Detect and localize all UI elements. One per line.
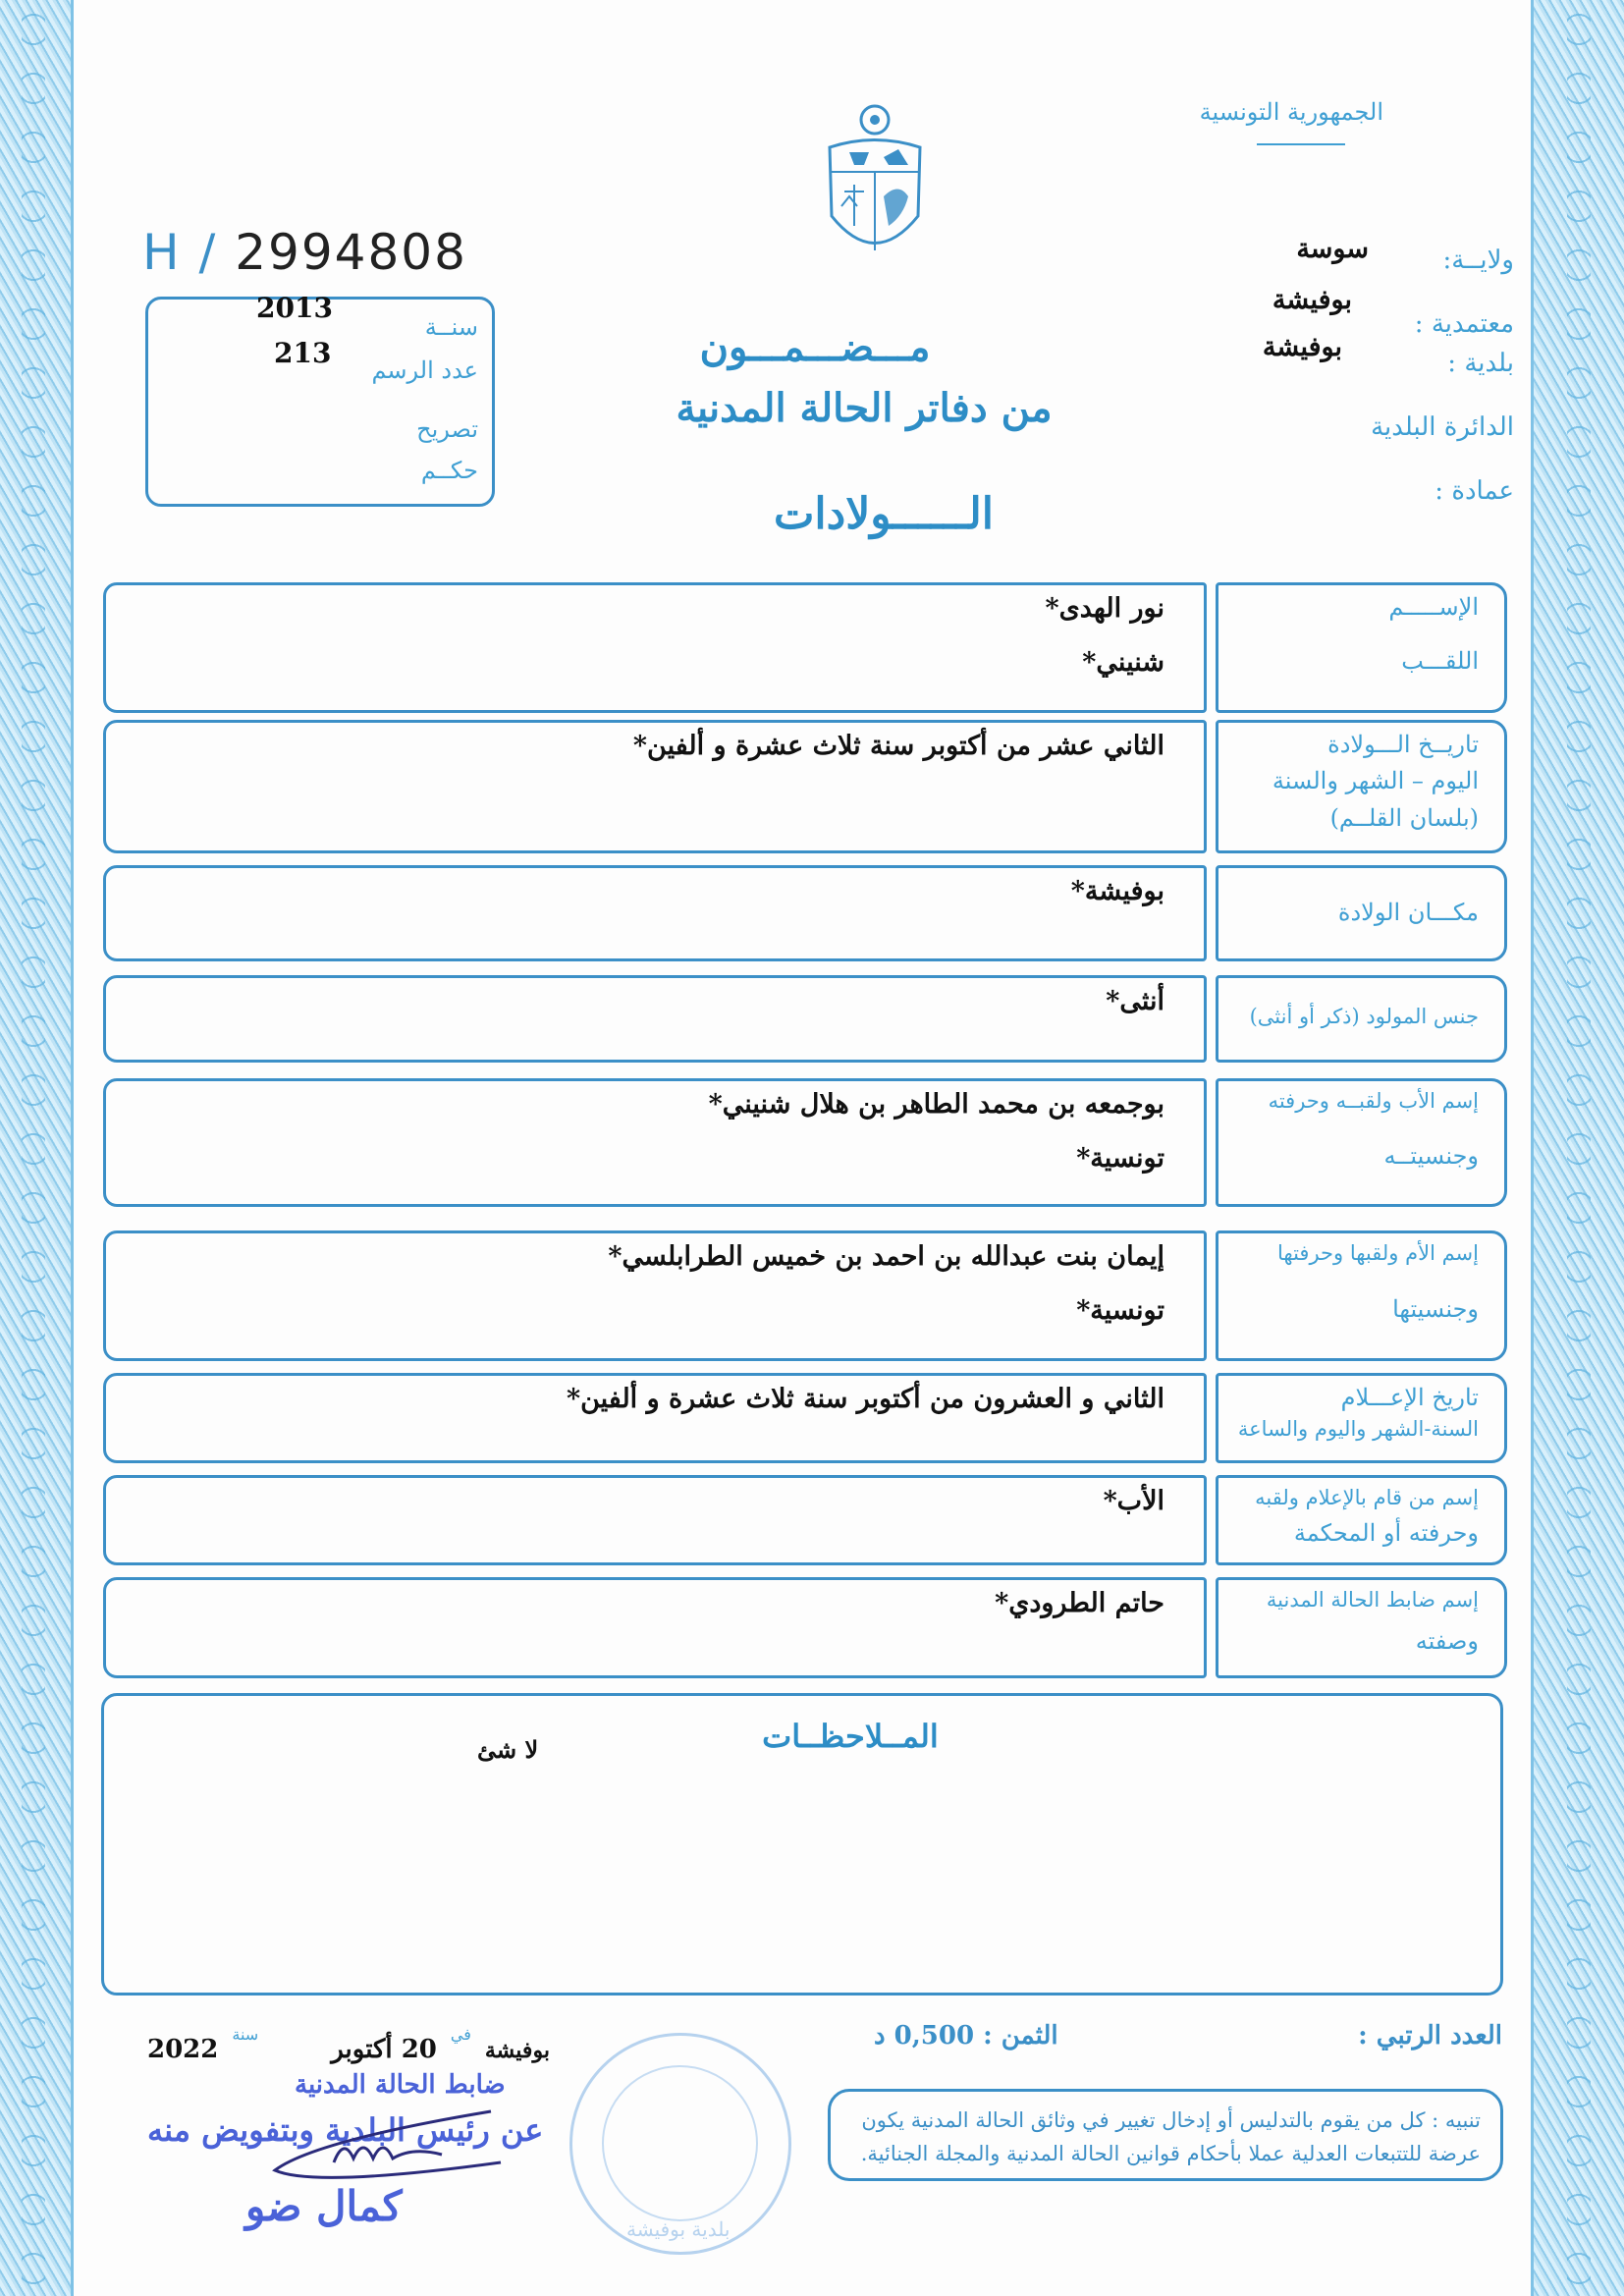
field-label: إسم ضابط الحالة المدنية	[1266, 1588, 1479, 1612]
field-label-box: تاريخ الإعـــلام السنة-الشهر واليوم والسا…	[1216, 1373, 1507, 1463]
signature	[272, 2109, 502, 2179]
seal-text: بلدية بوفيشة	[626, 2217, 731, 2241]
remarks-box: المــلاحظــات لا شئ	[101, 1693, 1503, 1995]
serial-number: 2994808	[235, 224, 467, 281]
field-value-box: حاتم الطرودي*	[103, 1577, 1207, 1678]
tunisia-emblem-icon	[828, 104, 922, 250]
year-label: سنة	[232, 2025, 259, 2044]
field-label: وجنسيتــه	[1383, 1141, 1480, 1170]
field-label-box: تاريــخ الـــولادة اليوم – الشهر والسنة (ب…	[1216, 720, 1507, 853]
omda-label: عمادة :	[1435, 476, 1514, 506]
year-label: سنــة	[424, 313, 478, 341]
field-label: تاريخ الإعـــلام	[1340, 1384, 1479, 1411]
district-label: الدائرة البلدية	[1371, 412, 1514, 442]
title-births: الــــــولادات	[773, 489, 995, 539]
field-value: الأب*	[1103, 1486, 1164, 1516]
field-value: إيمان بنت عبدالله بن احمد بن خميس الطراب…	[608, 1241, 1164, 1272]
field-value: بوفيشة*	[1070, 876, 1164, 906]
field-label: إسم الأب ولقبــه وحرفته	[1268, 1089, 1479, 1113]
price-value: 0,500 د	[874, 2021, 975, 2050]
field-label: جنس المولود (ذكر أو أنثى)	[1249, 1004, 1479, 1028]
field-label: اليوم – الشهر والسنة	[1272, 767, 1479, 795]
municipality-label: بلدية :	[1447, 349, 1514, 378]
remarks-value: لا شئ	[477, 1735, 539, 1764]
field-label: السنة-الشهر واليوم والساعة	[1237, 1417, 1479, 1441]
field-label: وحرفته أو المحكمة	[1293, 1519, 1479, 1547]
field-value-box: نور الهدى* شنيني*	[103, 582, 1207, 713]
title-register: من دفاتر الحالة المدنية	[676, 385, 1053, 431]
field-value-box: الثاني عشر من أكتوبر سنة ثلاث عشرة و ألف…	[103, 720, 1207, 853]
field-value: الثاني و العشرون من أكتوبر سنة ثلاث عشرة…	[566, 1384, 1164, 1414]
delegation-label: معتمدية :	[1414, 309, 1514, 339]
issue-place: بوفيشة	[484, 2038, 550, 2063]
warning-notice: تنبيه : كل من يقوم بالتدليس أو إدخال تغي…	[828, 2089, 1503, 2181]
price-label: الثمن :	[983, 2021, 1058, 2050]
municipality-value: بوفيشة	[1262, 332, 1342, 362]
field-label: (بلسان القلــم)	[1329, 803, 1479, 832]
field-label: وجنسيتها	[1392, 1294, 1479, 1323]
field-value-box: بوفيشة*	[103, 865, 1207, 961]
field-label: مكـــان الولادة	[1337, 899, 1479, 926]
field-value-box: أنثى*	[103, 975, 1207, 1063]
field-value: تونسية*	[1076, 1143, 1164, 1174]
divider	[1257, 143, 1345, 145]
field-label: تاريــخ الـــولادة	[1327, 731, 1479, 758]
field-label-box: إسم الأب ولقبــه وحرفته وجنسيتــه	[1216, 1078, 1507, 1207]
issue-date: 20 أكتوبر	[331, 2035, 437, 2064]
field-value: الثاني عشر من أكتوبر سنة ثلاث عشرة و ألف…	[632, 731, 1164, 761]
wilaya-value: سوسة	[1296, 234, 1369, 264]
wilaya-label: ولايــة:	[1442, 246, 1514, 275]
field-value-box: الأب*	[103, 1475, 1207, 1565]
field-value-box: الثاني و العشرون من أكتوبر سنة ثلاث عشرة…	[103, 1373, 1207, 1463]
republic-title: الجمهورية التونسية	[1199, 98, 1383, 126]
record-box: 2013 213 سنــة عدد الرسم تصريح حكــم	[145, 292, 495, 507]
act-label: عدد الرسم	[371, 356, 478, 384]
record-year: 2013	[256, 292, 333, 324]
date-prefix: في	[450, 2025, 471, 2044]
declaration-label: تصريح	[416, 415, 478, 443]
field-label: إسم من قام بالإعلام ولقبه	[1255, 1486, 1479, 1509]
field-label: إسم الأم ولقبها وحرفتها	[1277, 1241, 1479, 1265]
field-value: شنيني*	[1082, 647, 1164, 678]
serial-prefix: H /	[142, 224, 218, 281]
field-label-box: إسم ضابط الحالة المدنية وصفته	[1216, 1577, 1507, 1678]
field-value: أنثى*	[1106, 986, 1164, 1016]
officer-name: كمال ضو	[245, 2182, 403, 2230]
security-border-right	[1531, 0, 1624, 2296]
field-value: حاتم الطرودي*	[995, 1588, 1164, 1618]
remarks-label: المــلاحظــات	[762, 1718, 939, 1755]
field-label-box: مكـــان الولادة	[1216, 865, 1507, 961]
field-label: اللقـــب	[1401, 646, 1479, 675]
field-label: وصفته	[1415, 1626, 1479, 1655]
delegation-value: بوفيشة	[1272, 285, 1352, 315]
municipal-seal: بلدية بوفيشة	[569, 2033, 791, 2255]
title-extract: مـــضـــمـــون	[699, 324, 931, 370]
field-value: تونسية*	[1076, 1295, 1164, 1326]
field-label-box: جنس المولود (ذكر أو أنثى)	[1216, 975, 1507, 1063]
record-act-number: 213	[274, 337, 332, 369]
field-value-box: إيمان بنت عبدالله بن احمد بن خميس الطراب…	[103, 1230, 1207, 1361]
field-value-box: بوجمعه بن محمد الطاهر بن هلال شنيني* تونس…	[103, 1078, 1207, 1207]
field-label-box: إسم من قام بالإعلام ولقبه وحرفته أو المحك…	[1216, 1475, 1507, 1565]
field-value: نور الهدى*	[1045, 593, 1165, 624]
field-value: بوجمعه بن محمد الطاهر بن هلال شنيني*	[708, 1089, 1164, 1120]
judgment-label: حكــم	[420, 457, 478, 484]
security-border-left	[0, 0, 74, 2296]
officer-title: ضابط الحالة المدنية	[295, 2070, 506, 2100]
serial-number-label: العدد الرتبي :	[1358, 2021, 1502, 2050]
field-label-box: الإســـــم اللقـــب	[1216, 582, 1507, 713]
field-label: الإســـــم	[1388, 593, 1479, 621]
warning-text: تنبيه : كل من يقوم بالتدليس أو إدخال تغي…	[860, 2108, 1481, 2165]
field-label-box: إسم الأم ولقبها وحرفتها وجنسيتها	[1216, 1230, 1507, 1361]
issue-year: 2022	[147, 2035, 219, 2064]
